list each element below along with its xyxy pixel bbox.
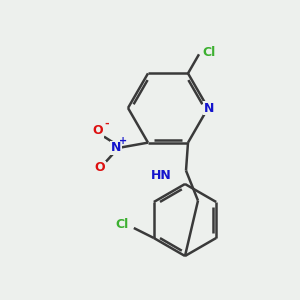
Text: Cl: Cl — [202, 46, 216, 59]
Text: HN: HN — [151, 169, 172, 182]
Text: O: O — [93, 124, 103, 137]
Text: O: O — [95, 161, 105, 174]
Text: +: + — [119, 136, 127, 146]
Text: Cl: Cl — [115, 218, 128, 232]
Text: -: - — [105, 118, 109, 129]
Text: N: N — [111, 141, 121, 154]
Text: N: N — [204, 101, 214, 115]
